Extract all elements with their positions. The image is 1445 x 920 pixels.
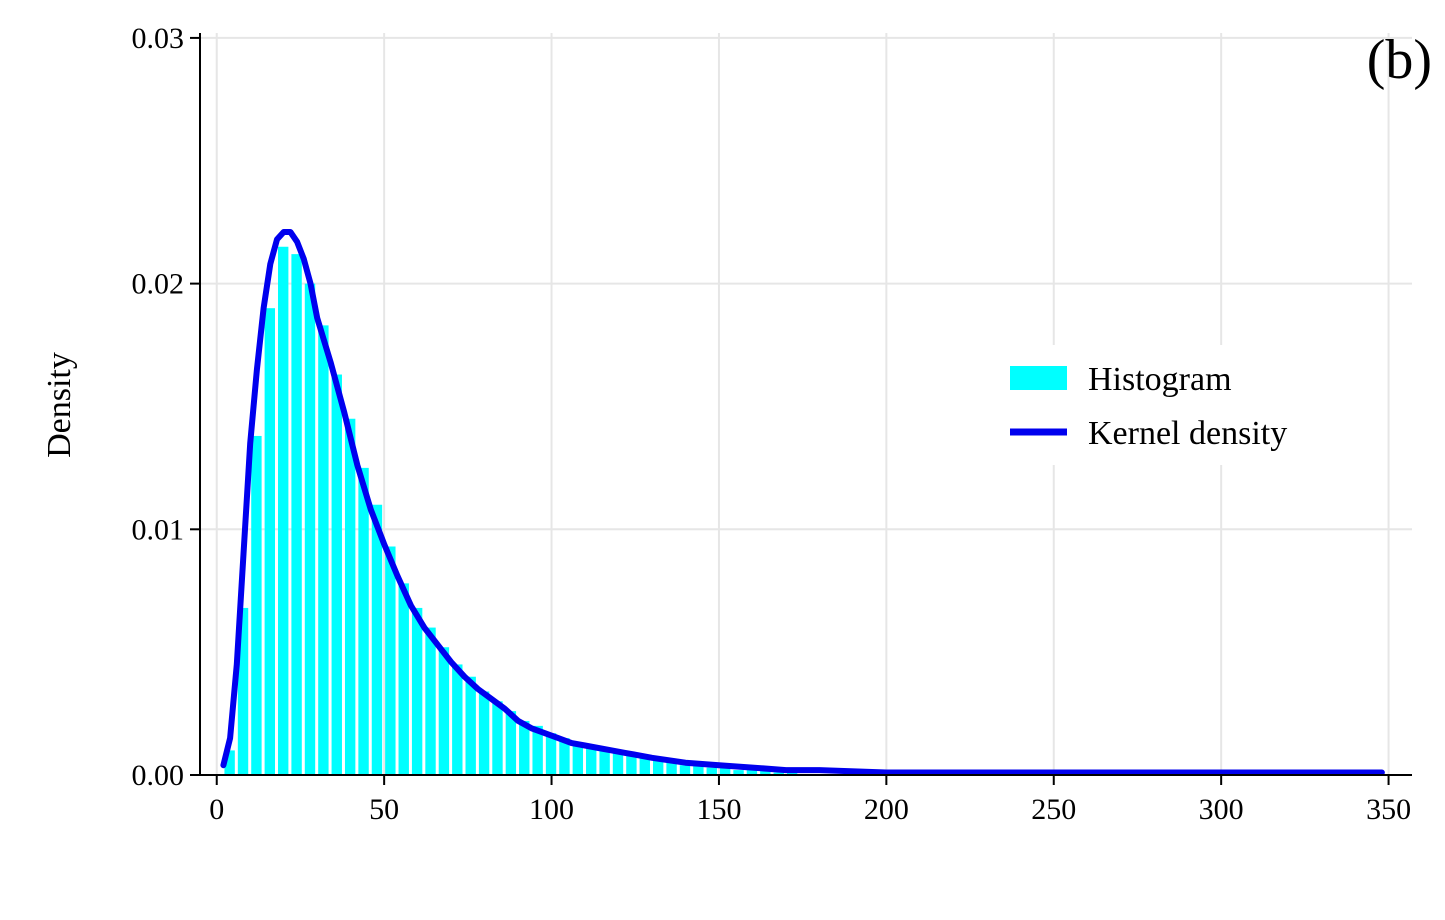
- histogram-bar: [773, 772, 784, 775]
- x-tick-label: 150: [696, 793, 741, 826]
- y-tick-label: 0.01: [132, 513, 185, 546]
- legend-bg: [1000, 345, 1340, 465]
- histogram-bar: [519, 720, 530, 775]
- histogram-bar: [733, 770, 744, 775]
- histogram-bar: [612, 752, 624, 775]
- x-tick-label: 50: [369, 793, 399, 826]
- histogram-bar: [652, 760, 664, 775]
- histogram-bar: [572, 743, 584, 775]
- x-tick-label: 250: [1031, 793, 1076, 826]
- histogram-bar: [639, 757, 650, 775]
- histogram-bar: [693, 765, 704, 775]
- y-axis-title: Density: [41, 352, 78, 458]
- histogram-bar: [626, 755, 637, 775]
- legend-label-kernel-density: Kernel density: [1088, 415, 1287, 452]
- histogram-bar: [264, 308, 276, 775]
- histogram-bar: [492, 701, 503, 775]
- histogram-bar: [224, 750, 235, 775]
- histogram-bar: [465, 676, 476, 775]
- histogram-bars: [224, 246, 798, 775]
- histogram-bar: [760, 770, 771, 775]
- x-tick-label: 0: [209, 793, 224, 826]
- histogram-bar: [505, 711, 517, 775]
- histogram-bar: [318, 325, 329, 775]
- histogram-bar: [559, 738, 570, 775]
- histogram-bar: [425, 627, 436, 775]
- histogram-bar: [331, 374, 342, 775]
- histogram-bar: [398, 583, 409, 775]
- histogram-bar: [237, 607, 249, 775]
- panel-label: (b): [1367, 29, 1432, 91]
- histogram-bar: [278, 246, 289, 775]
- histogram-bar: [251, 435, 262, 775]
- x-tick-label: 300: [1199, 793, 1244, 826]
- histogram-bar: [599, 750, 610, 775]
- histogram-bar: [719, 767, 731, 775]
- histogram-bar: [706, 767, 717, 775]
- y-tick-label: 0.00: [132, 759, 185, 792]
- histogram-bar: [438, 647, 450, 775]
- kernel-density-line: [220, 229, 1385, 776]
- histogram-bar: [478, 691, 490, 775]
- histogram-bar: [666, 762, 677, 775]
- histogram-bar: [545, 733, 557, 775]
- x-tick-label: 100: [529, 793, 574, 826]
- y-tick-label: 0.03: [132, 22, 185, 55]
- histogram-bar: [786, 772, 798, 775]
- x-tick-label: 350: [1366, 793, 1411, 826]
- legend-label-histogram: Histogram: [1088, 361, 1232, 398]
- axes: [190, 33, 1412, 785]
- tick-labels: 0 50 100 150 200 250 300 350 0.00 0.01 0.02 0.03: [132, 22, 1412, 826]
- kernel-density-line-group: [220, 229, 1385, 776]
- histogram-bar: [304, 283, 316, 775]
- legend: Histogram Kernel density: [1000, 345, 1340, 465]
- x-tick-label: 200: [864, 793, 909, 826]
- histogram-bar: [358, 467, 369, 775]
- histogram-bar: [385, 546, 396, 775]
- histogram-bar: [371, 504, 383, 775]
- y-tick-label: 0.02: [132, 268, 185, 301]
- histogram-bar: [344, 418, 356, 775]
- histogram-bar: [411, 607, 423, 775]
- histogram-bar: [586, 747, 597, 775]
- histogram-bar: [452, 664, 463, 775]
- histogram-bar: [532, 725, 543, 775]
- histogram-bar: [291, 254, 302, 775]
- histogram-bar: [746, 770, 758, 775]
- histogram-bar: [679, 765, 691, 775]
- legend-swatch-histogram: [1010, 366, 1067, 390]
